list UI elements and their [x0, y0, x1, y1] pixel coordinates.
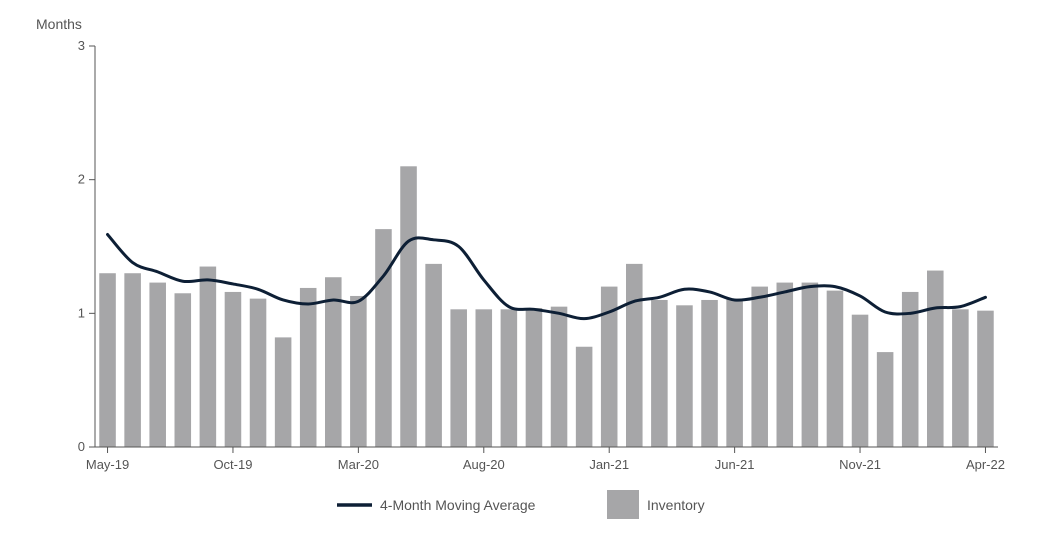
bar-Jun-19	[124, 273, 141, 447]
bar-Sep-19	[199, 266, 217, 447]
bar-May-20	[400, 166, 417, 448]
x-axis: May-19 Oct-19 Mar-20 Aug-20 Jan-21 Jun-21 Nov-…	[86, 446, 1005, 472]
x-tick-label-Jun-21: Jun-21	[715, 457, 755, 472]
legend: 4-Month Moving Average Inventory	[337, 490, 705, 519]
bar-Aug-21	[776, 282, 794, 447]
x-tick-label-May-19: May-19	[86, 457, 129, 472]
bar-Mar-21	[651, 299, 668, 447]
bars-group	[99, 166, 994, 448]
bar-May-21	[701, 299, 718, 447]
y-axis: 0 1 2 3	[78, 38, 96, 454]
x-tick-label-Oct-19: Oct-19	[213, 457, 252, 472]
bar-Feb-21	[626, 263, 643, 447]
bar-Aug-20	[475, 309, 493, 447]
bar-Aug-19	[174, 293, 192, 447]
bar-Feb-20	[325, 277, 342, 447]
bar-Apr-20	[375, 229, 392, 447]
bar-Jun-21	[726, 298, 743, 447]
bar-May-19	[99, 273, 116, 447]
bar-Apr-21	[676, 305, 693, 447]
bar-Oct-20	[525, 307, 543, 447]
bar-Jan-22	[901, 291, 919, 447]
moving-average-line	[106, 232, 987, 321]
x-tick-label-Jan-21: Jan-21	[589, 457, 629, 472]
legend-label-inventory: Inventory	[647, 497, 705, 513]
bar-Mar-20	[350, 295, 367, 447]
bar-Oct-19	[224, 291, 242, 447]
bar-Nov-19	[249, 298, 267, 447]
legend-label-moving-average: 4-Month Moving Average	[380, 497, 536, 513]
x-tick-label-Apr-22: Apr-22	[966, 457, 1005, 472]
bar-Dec-20	[575, 346, 593, 447]
bar-Jun-20	[425, 263, 442, 447]
bar-Oct-21	[826, 290, 844, 447]
x-tick-label-Nov-21: Nov-21	[839, 457, 881, 472]
bar-Sep-21	[801, 282, 819, 447]
y-tick-label-0: 0	[78, 439, 85, 454]
bar-Mar-22	[952, 309, 969, 447]
y-axis-title: Months	[36, 16, 82, 32]
y-tick-label-2: 2	[78, 172, 85, 187]
bar-Jan-21	[600, 286, 618, 447]
bar-Jul-21	[751, 286, 768, 447]
x-tick-label-Mar-20: Mar-20	[338, 457, 379, 472]
bar-Jan-20	[299, 287, 317, 447]
bar-Apr-22	[977, 310, 994, 447]
bar-Jul-19	[149, 282, 166, 447]
y-tick-label-3: 3	[78, 38, 85, 53]
bar-Nov-20	[550, 306, 568, 447]
bar-Sep-20	[500, 309, 518, 447]
x-tick-label-Aug-20: Aug-20	[463, 457, 505, 472]
bar-Nov-21	[851, 314, 869, 447]
y-tick-label-1: 1	[78, 305, 85, 320]
bar-Feb-22	[927, 270, 944, 447]
bar-Dec-19	[274, 337, 292, 447]
legend-swatch-inventory	[607, 490, 639, 519]
bar-Dec-21	[876, 352, 894, 447]
bar-Jul-20	[450, 309, 467, 447]
